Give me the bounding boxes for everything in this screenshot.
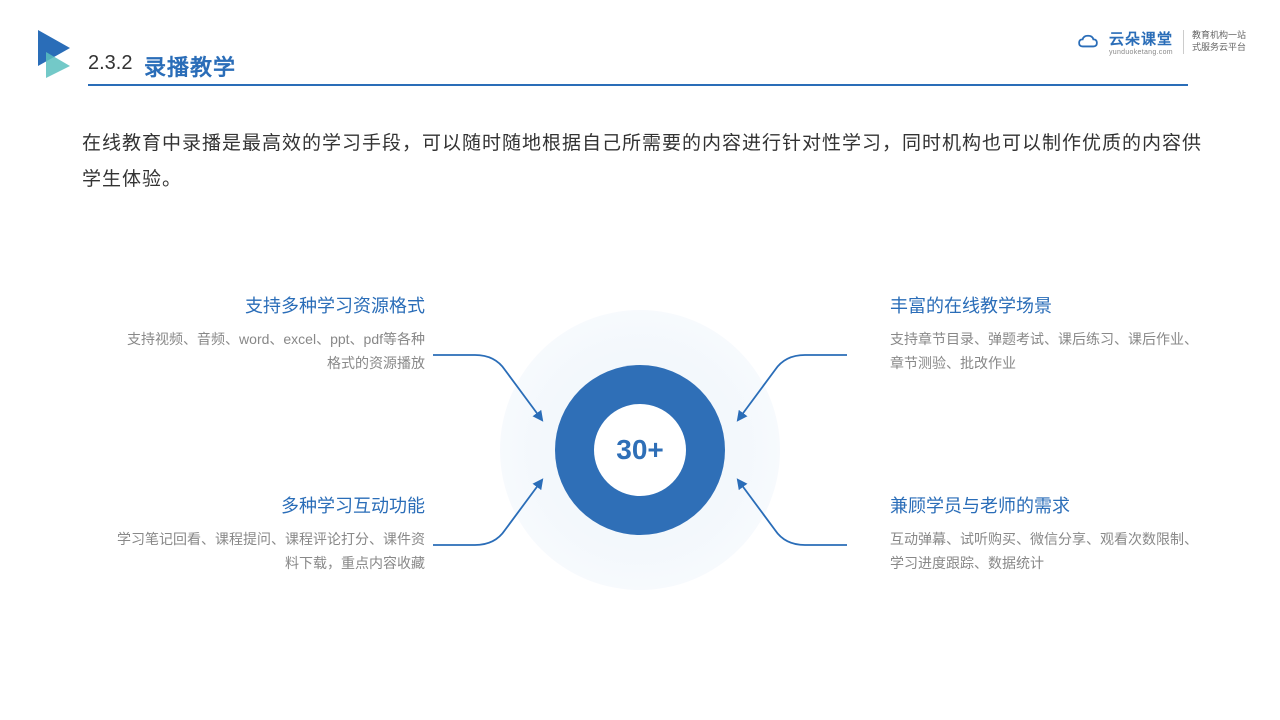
play-icon [38,30,82,78]
feature-bottom-left: 多种学习互动功能 学习笔记回看、课程提问、课程评论打分、课件资料下载，重点内容收… [115,492,425,576]
title-underline [88,84,1188,86]
feature-desc: 支持视频、音频、word、excel、ppt、pdf等各种格式的资源播放 [115,328,425,376]
feature-desc: 互动弹幕、试听购买、微信分享、观看次数限制、学习进度跟踪、数据统计 [890,528,1200,576]
center-ring: 30+ [555,365,725,535]
feature-bottom-right: 兼顾学员与老师的需求 互动弹幕、试听购买、微信分享、观看次数限制、学习进度跟踪、… [890,492,1200,576]
brand-logo: 云朵课堂 yunduoketang.com 教育机构一站 式服务云平台 [1077,28,1246,56]
feature-top-left: 支持多种学习资源格式 支持视频、音频、word、excel、ppt、pdf等各种… [115,292,425,376]
section-title: 录播教学 [144,50,236,82]
feature-title: 支持多种学习资源格式 [115,292,425,318]
intro-paragraph: 在线教育中录播是最高效的学习手段，可以随时随地根据自己所需要的内容进行针对性学习… [82,126,1202,198]
cloud-icon [1077,34,1099,50]
logo-tagline: 教育机构一站 式服务云平台 [1183,30,1246,53]
logo-sub-text: yunduoketang.com [1109,49,1173,56]
feature-desc: 学习笔记回看、课程提问、课程评论打分、课件资料下载，重点内容收藏 [115,528,425,576]
feature-top-right: 丰富的在线教学场景 支持章节目录、弹题考试、课后练习、课后作业、章节测验、批改作… [890,292,1200,376]
logo-brand-text: 云朵课堂 [1109,28,1173,49]
feature-title: 丰富的在线教学场景 [890,292,1200,318]
section-number: 2.3.2 [88,52,132,75]
center-label: 30+ [616,434,664,466]
feature-title: 兼顾学员与老师的需求 [890,492,1200,518]
feature-desc: 支持章节目录、弹题考试、课后练习、课后作业、章节测验、批改作业 [890,328,1200,376]
feature-title: 多种学习互动功能 [115,492,425,518]
